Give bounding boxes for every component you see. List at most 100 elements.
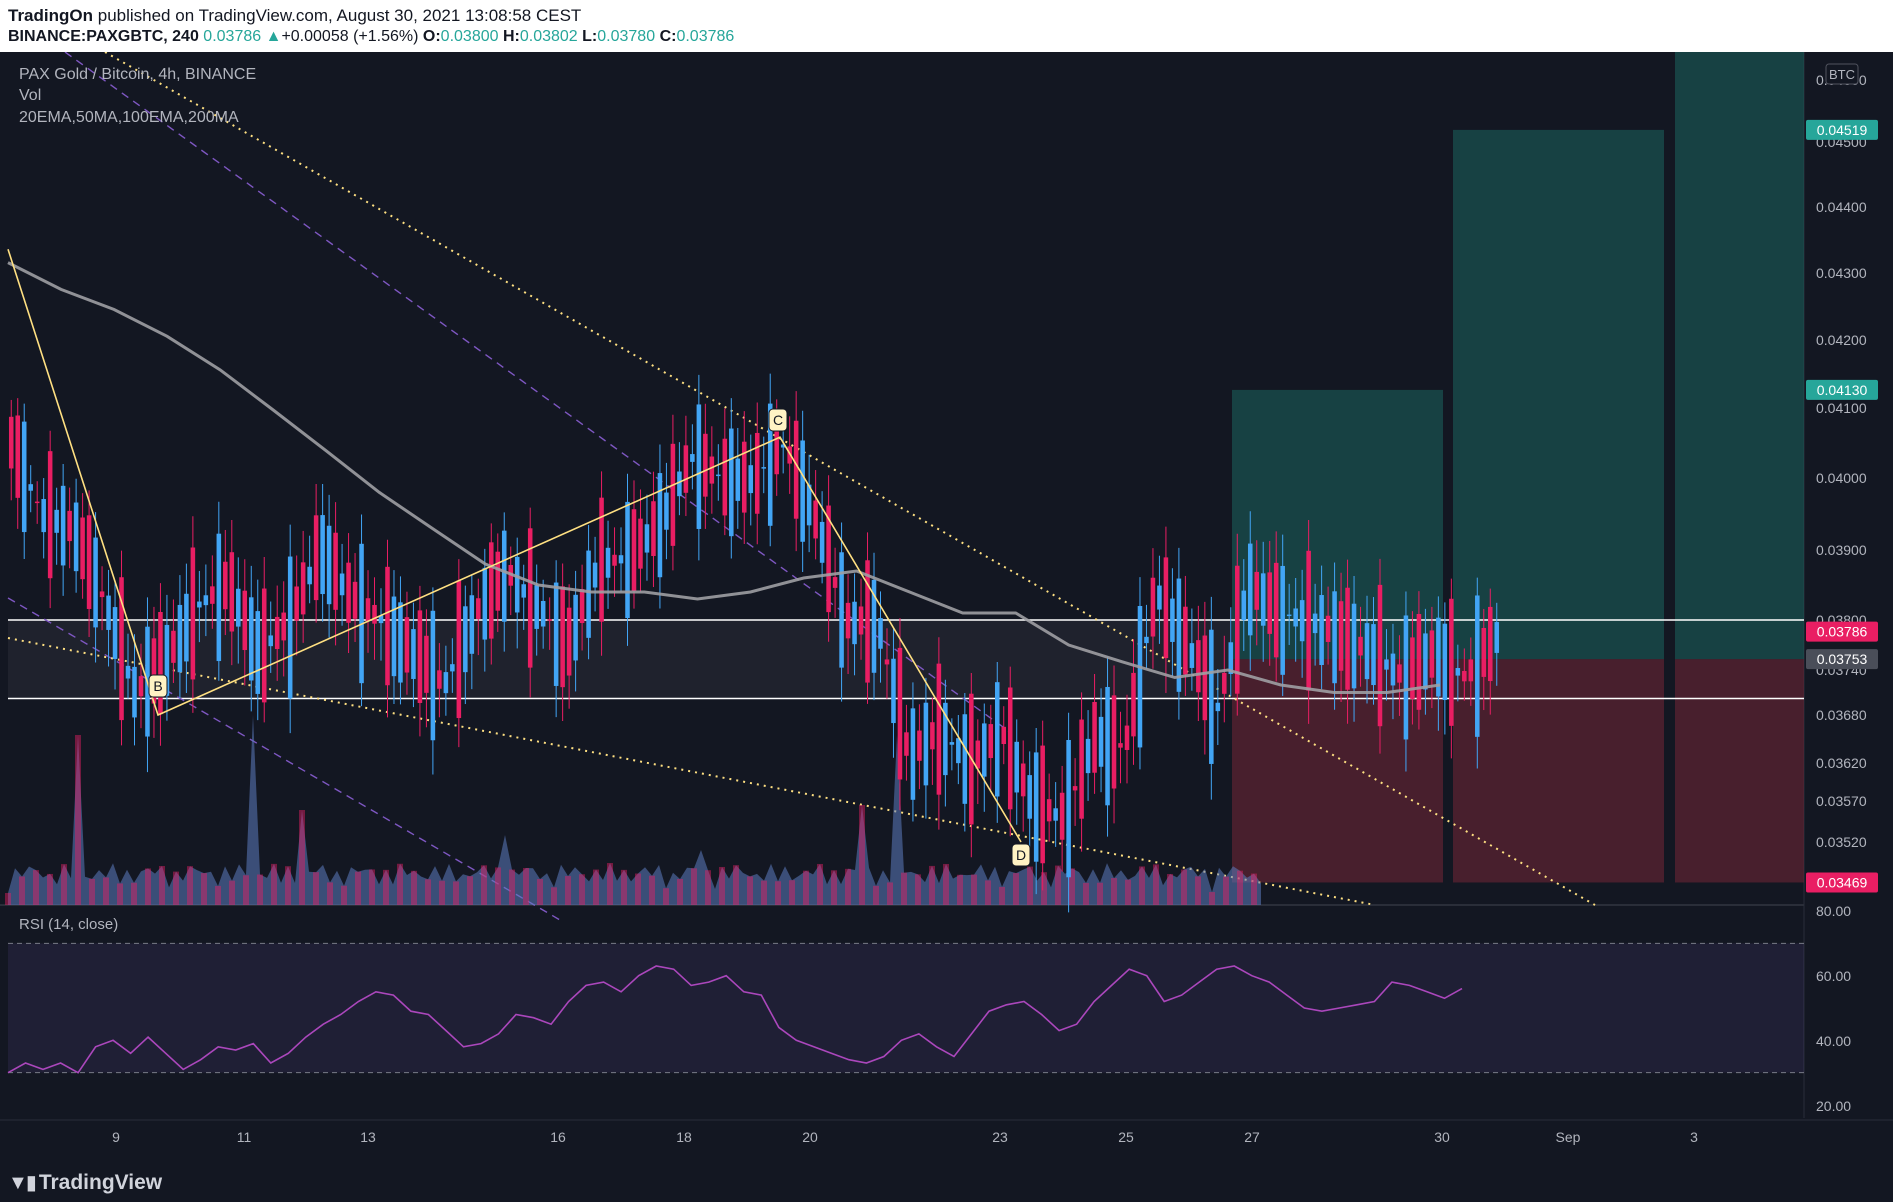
time-axis-tick: 16 bbox=[550, 1129, 566, 1145]
candle bbox=[845, 602, 851, 639]
volume-bar bbox=[999, 886, 1005, 905]
candle bbox=[47, 451, 53, 579]
volume-bar bbox=[117, 883, 123, 905]
candle bbox=[897, 647, 903, 780]
candle bbox=[904, 732, 909, 756]
volume-bar bbox=[607, 863, 613, 905]
candle bbox=[741, 441, 747, 513]
legend-moving-averages[interactable]: 20EMA,50MA,100EMA,200MA bbox=[19, 109, 239, 126]
candle bbox=[73, 502, 79, 572]
candle bbox=[748, 465, 754, 494]
candle bbox=[683, 445, 689, 493]
legend-title[interactable]: PAX Gold / Bitcoin, 4h, BINANCE bbox=[19, 66, 257, 83]
candle bbox=[300, 562, 306, 615]
candle bbox=[605, 547, 611, 578]
volume-bar bbox=[425, 879, 431, 905]
candle bbox=[67, 510, 72, 542]
candle bbox=[1202, 635, 1208, 721]
candle bbox=[1371, 624, 1376, 686]
candle bbox=[1429, 630, 1435, 678]
pattern-point-label-box bbox=[148, 674, 168, 698]
candle bbox=[1027, 775, 1032, 819]
candle bbox=[1481, 627, 1487, 677]
volume-bar bbox=[1237, 870, 1243, 905]
candle bbox=[1079, 719, 1084, 819]
publisher-name[interactable]: TradingOn bbox=[8, 6, 93, 25]
candle bbox=[1241, 590, 1247, 621]
high-value: 0.03802 bbox=[519, 28, 578, 45]
candle bbox=[514, 556, 520, 613]
candle bbox=[793, 420, 799, 519]
candle bbox=[1397, 664, 1402, 683]
volume-bar bbox=[1251, 873, 1257, 905]
candle bbox=[722, 438, 728, 516]
volume-bar bbox=[411, 870, 417, 905]
profit-zone bbox=[1675, 52, 1804, 660]
candle bbox=[780, 444, 786, 448]
candle bbox=[994, 682, 1000, 797]
time-axis-tick: 20 bbox=[802, 1129, 818, 1145]
volume-bar bbox=[453, 881, 459, 905]
candle bbox=[469, 595, 475, 654]
candle bbox=[1390, 653, 1396, 686]
candle bbox=[138, 676, 144, 697]
candle bbox=[333, 532, 338, 610]
candle bbox=[878, 618, 883, 649]
candle bbox=[664, 492, 669, 530]
candle bbox=[521, 584, 526, 598]
candle bbox=[54, 509, 59, 533]
legend-volume[interactable]: Vol bbox=[19, 87, 42, 104]
time-axis-tick: 9 bbox=[112, 1129, 120, 1145]
candle bbox=[670, 443, 676, 546]
candle bbox=[566, 607, 572, 676]
candle bbox=[923, 702, 929, 786]
volume-bar bbox=[929, 865, 935, 905]
candle bbox=[1020, 763, 1026, 797]
volume-bar bbox=[187, 866, 193, 905]
volume-bar bbox=[341, 885, 347, 905]
volume-bar bbox=[873, 885, 879, 905]
candle bbox=[15, 415, 21, 498]
candle bbox=[1273, 562, 1279, 658]
up-triangle-icon: ▲ bbox=[265, 28, 282, 45]
price-chart[interactable]: BCD0.046000.045000.044000.043000.042000.… bbox=[0, 52, 1893, 1164]
candle bbox=[158, 612, 163, 715]
volume-bar bbox=[579, 874, 585, 905]
candle bbox=[1384, 659, 1389, 670]
candle bbox=[1118, 743, 1123, 748]
volume-bar bbox=[1055, 865, 1061, 905]
candle bbox=[592, 562, 598, 588]
candle bbox=[1267, 572, 1272, 634]
candle bbox=[644, 524, 650, 553]
candle bbox=[1306, 550, 1311, 691]
candle bbox=[1286, 614, 1292, 617]
candle bbox=[125, 665, 131, 679]
price-axis-tick: 0.03520 bbox=[1816, 834, 1867, 850]
candle bbox=[534, 585, 539, 629]
candle bbox=[832, 577, 838, 588]
candle bbox=[540, 600, 546, 627]
candle bbox=[1293, 608, 1298, 627]
time-axis-tick: 27 bbox=[1244, 1129, 1260, 1145]
legend-rsi[interactable]: RSI (14, close) bbox=[19, 916, 119, 933]
candle bbox=[703, 433, 708, 497]
candle bbox=[988, 724, 994, 759]
candle bbox=[177, 604, 183, 673]
volume-bar bbox=[901, 872, 907, 905]
candle bbox=[774, 429, 779, 475]
price-tag bbox=[1806, 872, 1878, 893]
candle bbox=[417, 610, 423, 703]
pattern-point-label-box bbox=[1011, 843, 1031, 867]
candle bbox=[463, 606, 468, 673]
price-tag bbox=[1806, 649, 1878, 670]
volume-bar bbox=[1097, 882, 1103, 905]
price-tag-label: 0.03469 bbox=[1817, 874, 1868, 890]
rsi-axis-tick: 60.00 bbox=[1816, 968, 1851, 984]
candle bbox=[320, 515, 325, 595]
candle bbox=[216, 533, 222, 662]
tradingview-logo[interactable]: ▼▮ TradingView bbox=[8, 1170, 162, 1195]
time-axis-tick: 3 bbox=[1690, 1129, 1698, 1145]
volume-bar bbox=[173, 871, 179, 905]
open-label: O: bbox=[422, 28, 441, 45]
volume-bar bbox=[257, 874, 263, 905]
